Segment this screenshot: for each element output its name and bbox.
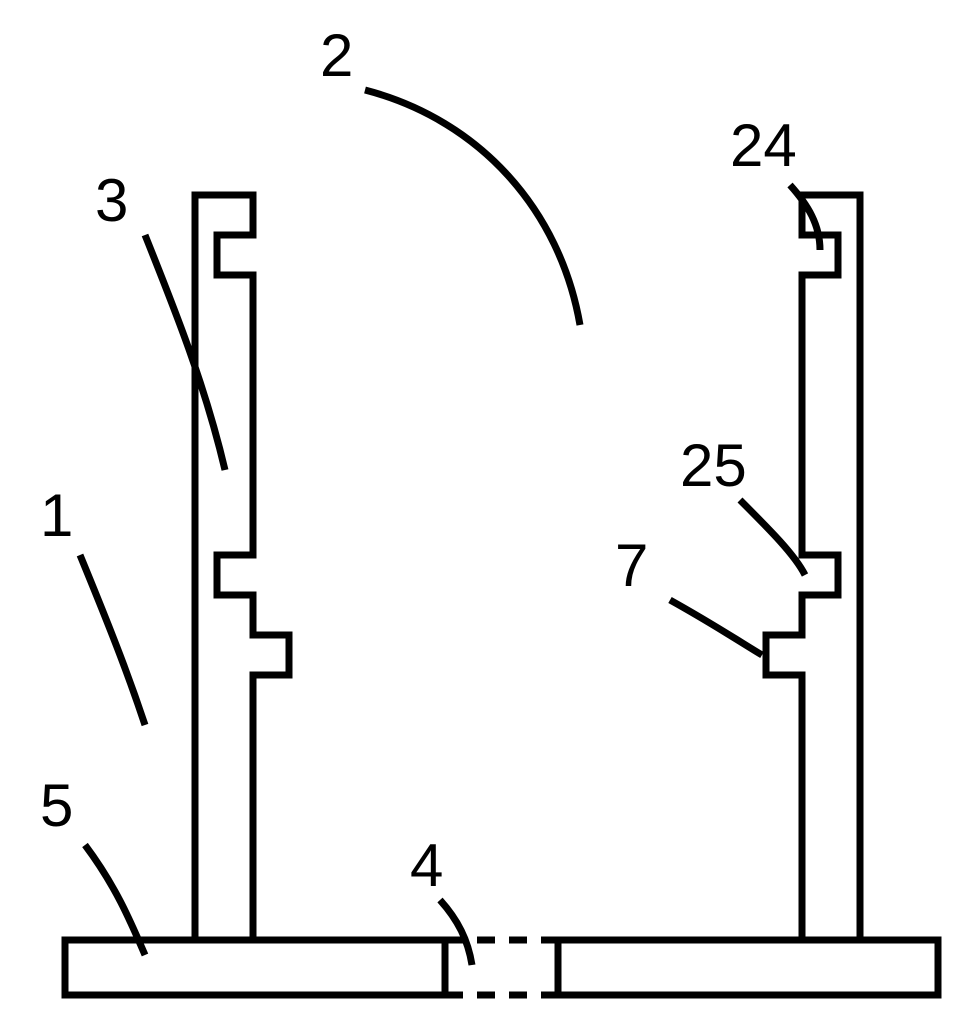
left-post [195, 195, 289, 940]
leader-1 [80, 555, 145, 725]
label-24: 24 [730, 112, 797, 179]
label-2: 2 [320, 22, 353, 89]
leader-25 [740, 500, 805, 575]
leader-2 [365, 90, 580, 325]
label-4: 4 [410, 832, 443, 899]
label-5: 5 [40, 772, 73, 839]
label-1: 1 [40, 482, 73, 549]
leader-3 [145, 235, 225, 470]
base-plate-left [65, 940, 445, 995]
base-plate-right [558, 940, 938, 995]
right-post [766, 195, 860, 940]
label-25: 25 [680, 432, 747, 499]
label-3: 3 [95, 167, 128, 234]
leader-7 [670, 600, 762, 655]
label-7: 7 [615, 532, 648, 599]
technical-drawing: 2 24 3 25 1 7 5 4 [0, 0, 977, 1035]
